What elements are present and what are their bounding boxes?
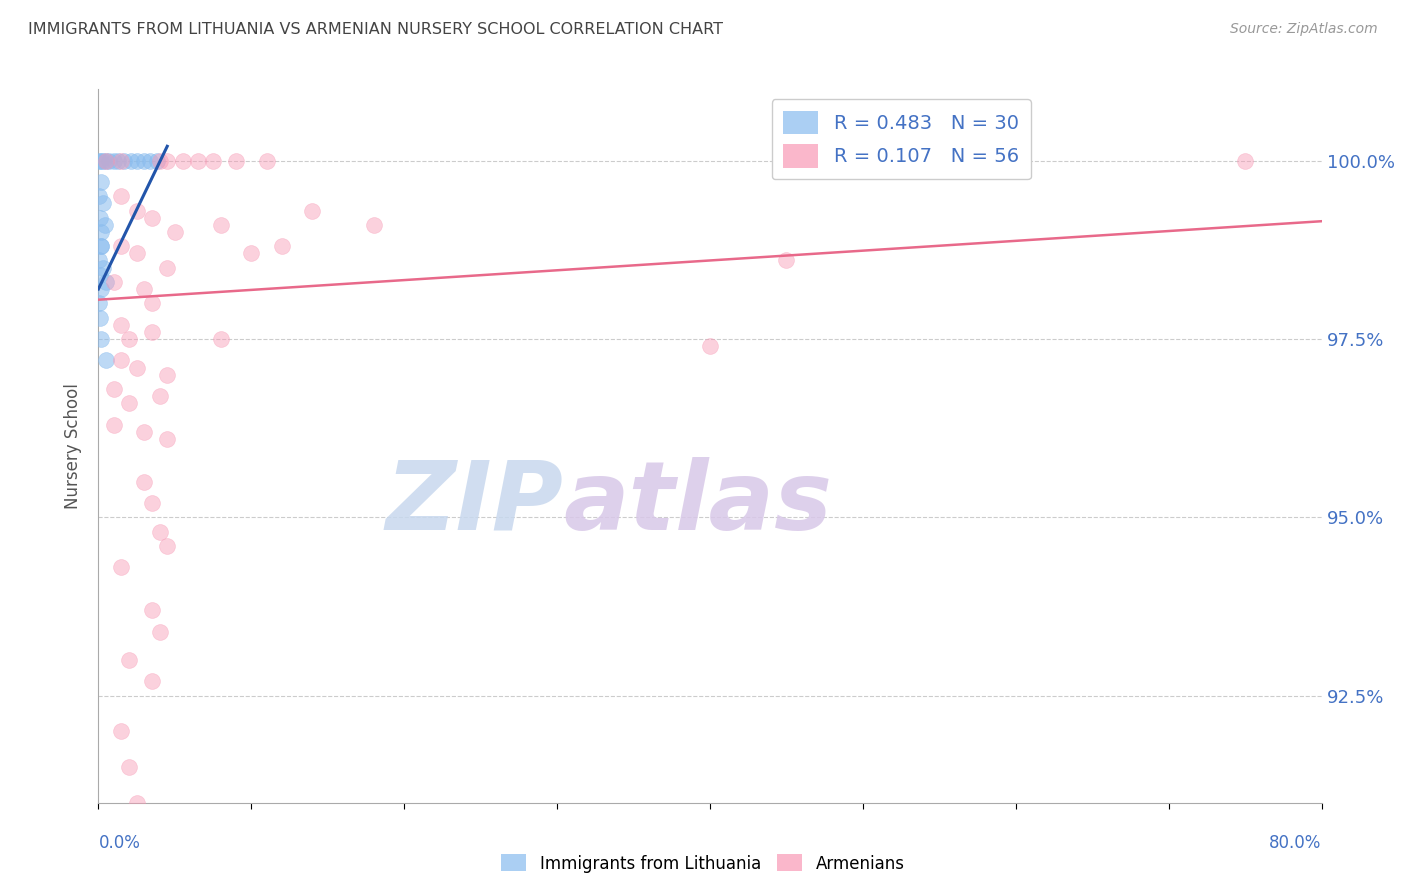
- Point: [91, 260, 114, 275]
- Point: [89, 211, 111, 225]
- Text: atlas: atlas: [564, 457, 832, 549]
- Point: [139, 153, 162, 168]
- Point: [134, 475, 156, 489]
- Point: [187, 153, 209, 168]
- Point: [270, 239, 294, 253]
- Point: [156, 368, 179, 382]
- Point: [149, 810, 172, 824]
- Legend: R = 0.483   N = 30, R = 0.107   N = 56: R = 0.483 N = 30, R = 0.107 N = 56: [772, 99, 1031, 179]
- Text: ZIP: ZIP: [385, 457, 564, 549]
- Point: [156, 153, 179, 168]
- Point: [107, 153, 129, 168]
- Point: [156, 432, 179, 446]
- Point: [202, 153, 225, 168]
- Point: [91, 196, 114, 211]
- Point: [156, 539, 179, 553]
- Point: [118, 396, 141, 410]
- Point: [91, 153, 114, 168]
- Point: [256, 153, 278, 168]
- Point: [141, 325, 163, 339]
- Point: [90, 239, 112, 253]
- Point: [90, 332, 112, 346]
- Point: [110, 153, 132, 168]
- Point: [94, 353, 117, 368]
- Text: IMMIGRANTS FROM LITHUANIA VS ARMENIAN NURSERY SCHOOL CORRELATION CHART: IMMIGRANTS FROM LITHUANIA VS ARMENIAN NU…: [28, 22, 723, 37]
- Point: [110, 318, 132, 332]
- Point: [134, 153, 156, 168]
- Point: [125, 203, 148, 218]
- Legend: Immigrants from Lithuania, Armenians: Immigrants from Lithuania, Armenians: [495, 847, 911, 880]
- Point: [90, 225, 112, 239]
- Point: [141, 496, 163, 510]
- Point: [134, 425, 156, 439]
- Point: [149, 624, 172, 639]
- Point: [301, 203, 323, 218]
- Point: [125, 246, 148, 260]
- Text: Source: ZipAtlas.com: Source: ZipAtlas.com: [1230, 22, 1378, 37]
- Point: [90, 239, 112, 253]
- Point: [134, 831, 156, 846]
- Point: [118, 653, 141, 667]
- Point: [103, 382, 125, 396]
- Text: 80.0%: 80.0%: [1270, 834, 1322, 852]
- Point: [225, 153, 247, 168]
- Point: [89, 296, 111, 310]
- Point: [110, 239, 132, 253]
- Point: [149, 389, 172, 403]
- Point: [89, 253, 111, 268]
- Point: [89, 268, 111, 282]
- Point: [103, 153, 125, 168]
- Point: [156, 260, 179, 275]
- Point: [110, 353, 132, 368]
- Point: [134, 282, 156, 296]
- Point: [125, 360, 148, 375]
- Point: [125, 796, 148, 810]
- Point: [125, 153, 148, 168]
- Point: [89, 153, 111, 168]
- Text: 0.0%: 0.0%: [98, 834, 141, 852]
- Point: [240, 246, 263, 260]
- Point: [120, 153, 142, 168]
- Point: [172, 153, 194, 168]
- Point: [90, 282, 112, 296]
- Point: [163, 225, 186, 239]
- Point: [118, 332, 141, 346]
- Point: [118, 760, 141, 774]
- Point: [103, 275, 125, 289]
- Point: [90, 153, 112, 168]
- Point: [94, 275, 117, 289]
- Point: [89, 189, 111, 203]
- Point: [98, 153, 121, 168]
- Point: [94, 153, 117, 168]
- Point: [775, 253, 797, 268]
- Point: [209, 218, 232, 232]
- Point: [699, 339, 721, 353]
- Point: [363, 218, 385, 232]
- Point: [149, 153, 172, 168]
- Point: [103, 417, 125, 432]
- Point: [209, 332, 232, 346]
- Point: [90, 175, 112, 189]
- Point: [141, 211, 163, 225]
- Y-axis label: Nursery School: Nursery School: [65, 383, 83, 509]
- Point: [93, 218, 115, 232]
- Point: [149, 524, 172, 539]
- Point: [110, 189, 132, 203]
- Point: [145, 153, 167, 168]
- Point: [94, 153, 117, 168]
- Point: [89, 310, 111, 325]
- Point: [156, 853, 179, 867]
- Point: [110, 724, 132, 739]
- Point: [141, 603, 163, 617]
- Point: [141, 674, 163, 689]
- Point: [141, 296, 163, 310]
- Point: [112, 153, 135, 168]
- Point: [1234, 153, 1257, 168]
- Point: [110, 560, 132, 574]
